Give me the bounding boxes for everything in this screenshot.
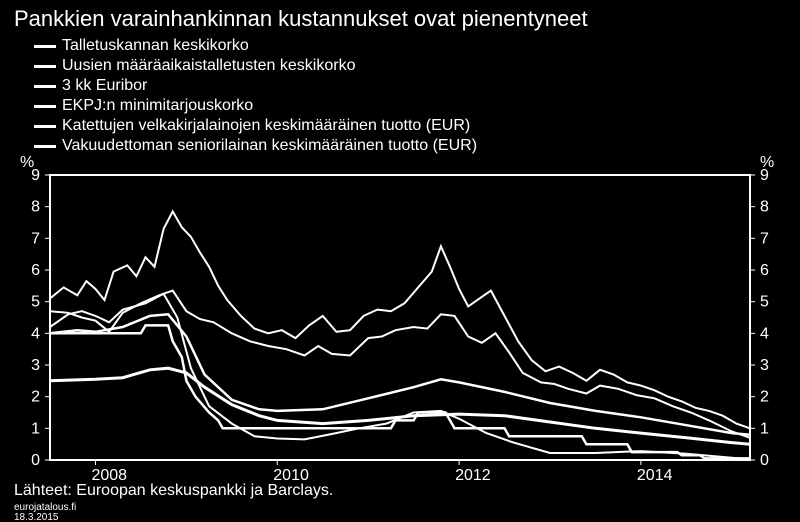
svg-text:8: 8 [760, 199, 769, 216]
series-ekpj [50, 325, 750, 458]
svg-text:4: 4 [31, 325, 40, 342]
svg-text:8: 8 [31, 199, 40, 216]
svg-text:1: 1 [31, 420, 40, 437]
svg-text:2: 2 [760, 389, 769, 406]
series-talletus [50, 368, 750, 444]
svg-text:1: 1 [760, 420, 769, 437]
svg-text:9: 9 [31, 167, 40, 184]
svg-text:3: 3 [760, 357, 769, 374]
source-line: Lähteet: Euroopan keskuspankki ja Barcla… [14, 482, 333, 500]
svg-text:5: 5 [760, 294, 769, 311]
line-chart-svg: %%001122334455667788992008201020122014 [0, 0, 800, 522]
svg-text:2014: 2014 [637, 467, 673, 484]
footnote-date: 18.3.2015 [14, 512, 59, 522]
svg-text:7: 7 [760, 230, 769, 247]
svg-text:7: 7 [31, 230, 40, 247]
svg-text:2: 2 [31, 389, 40, 406]
svg-text:0: 0 [31, 452, 40, 469]
svg-text:0: 0 [760, 452, 769, 469]
svg-text:4: 4 [760, 325, 769, 342]
svg-text:3: 3 [31, 357, 40, 374]
svg-text:5: 5 [31, 294, 40, 311]
svg-text:6: 6 [31, 262, 40, 279]
chart-frame: Pankkien varainhankinnan kustannukset ov… [0, 0, 800, 522]
svg-text:2012: 2012 [455, 467, 491, 484]
svg-text:6: 6 [760, 262, 769, 279]
svg-text:9: 9 [760, 167, 769, 184]
